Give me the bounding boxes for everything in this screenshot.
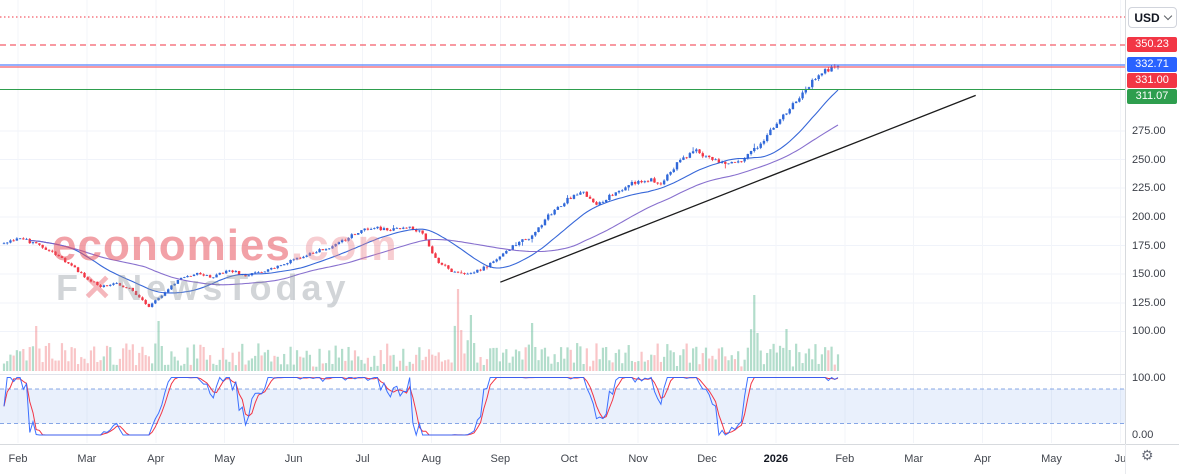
chevron-down-icon [1163,11,1172,21]
currency-label: USD [1134,10,1160,25]
time-axis-label: Jun [284,453,303,465]
price-axis-label: 150.00 [1132,268,1166,281]
time-axis-label: Feb [835,453,855,465]
price-axis[interactable]: USD 275.00 250.00 225.00 200.00 175.00 150.00… [1125,0,1179,444]
time-axis-label: Oct [560,453,578,465]
time-axis-label: Apr [147,453,165,465]
time-axis-label: Jul [355,453,370,465]
time-labels: Feb Mar Apr May Jun Jul Aug Sep Oct Nov Dec 2026 Feb… [0,445,1125,474]
chart-canvas[interactable] [0,0,1125,443]
time-axis-label: Nov [628,453,648,465]
oscillator-axis-label: 0.00 [1132,429,1154,441]
price-level-badge: 350.23 [1127,37,1177,53]
time-axis-label: Dec [697,453,717,465]
price-axis-label: 200.00 [1132,210,1166,223]
price-level-badge: 331.00 [1127,73,1177,89]
price-axis-label: 225.00 [1132,182,1166,195]
time-axis-label: Mar [904,453,924,465]
gear-icon[interactable]: ⚙ [1141,447,1154,463]
time-axis-label: Ju [1114,453,1125,465]
time-axis-label: Feb [8,453,28,465]
time-axis-label: Mar [77,453,97,465]
time-axis-label: 2026 [763,453,789,465]
price-level-badge: 332.71 [1127,57,1177,73]
time-axis-label: May [1041,453,1062,465]
price-axis-label: 125.00 [1132,296,1166,309]
price-axis-label: 275.00 [1132,124,1166,137]
time-axis-label: Sep [490,453,511,465]
axis-corner-divider [1125,444,1126,474]
price-axis-label: 100.00 [1132,325,1166,338]
time-axis-label: Apr [974,453,992,465]
time-axis-label: Aug [421,453,442,465]
price-level-badge: 311.07 [1127,89,1177,105]
currency-selector[interactable]: USD [1128,7,1177,28]
price-chart-pane[interactable]: economies.com F✕NewsToday [0,0,1125,443]
pane-separator[interactable] [0,374,1179,375]
price-axis-label: 250.00 [1132,153,1166,166]
price-axis-label: 175.00 [1132,239,1166,252]
time-axis-label: May [214,453,236,465]
oscillator-axis-label: 100.00 [1132,371,1166,384]
time-axis[interactable]: Feb Mar Apr May Jun Jul Aug Sep Oct Nov Dec 2026 Feb… [0,444,1179,474]
